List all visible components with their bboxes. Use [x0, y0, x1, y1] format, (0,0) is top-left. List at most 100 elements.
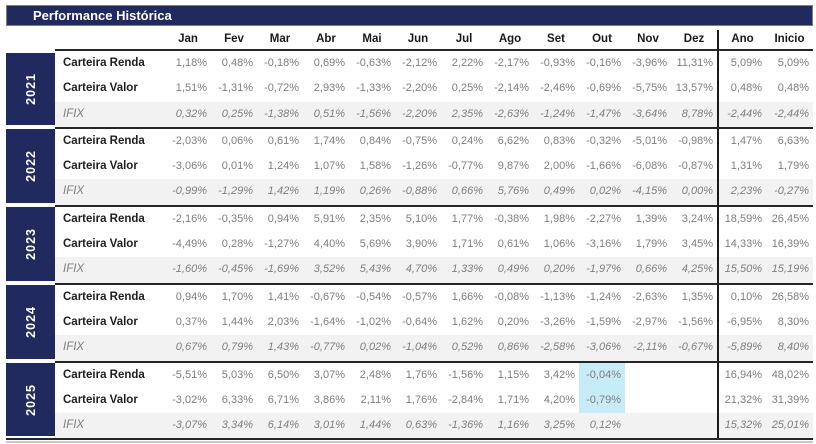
table-row: Carteira Valor -3,06% 0,01% 1,24% 1,07% 1,58%… [55, 154, 813, 180]
value-cell: 1,44% [221, 315, 253, 328]
value-cell: -3,07% [172, 419, 207, 432]
value-cell: 0,83% [543, 134, 575, 147]
column-header-row: Jan Fev Mar Abr Mai Jun Jul Ago Set Out Nov Dez Ano I… [6, 30, 813, 51]
column-header-nov: Nov [637, 33, 659, 45]
value-cell: 1,70% [221, 290, 253, 303]
value-cell: 1,06% [543, 238, 575, 251]
value-cell: 9,87% [497, 160, 529, 173]
value-cell: -0,77% [448, 160, 483, 173]
year-label-cell: 2022 [6, 128, 55, 203]
value-cell: 3,07% [313, 368, 345, 381]
value-cell: -1,97% [586, 263, 621, 276]
year-section-2025: 2025 Carteira Renda -5,51% 5,03% 6,50% 3,07% 2… [6, 360, 813, 439]
value-cell: 0,00% [681, 185, 713, 198]
column-header-inicio: Inicio [774, 33, 805, 45]
value-cell: 3,86% [313, 393, 345, 406]
year-annual-divider [717, 154, 719, 180]
value-cell: 3,52% [313, 263, 345, 276]
year-section-2024: 2024 Carteira Renda 0,94% 1,70% 1,41% -0,67% -… [6, 282, 813, 361]
value-cell: 0,61% [497, 238, 529, 251]
value-cell: -2,03% [172, 134, 207, 147]
value-cell: 3,25% [543, 419, 575, 432]
value-cell: -0,77% [310, 341, 345, 354]
value-cell: -1,36% [448, 419, 483, 432]
year-label: 2022 [23, 149, 38, 182]
value-cell: -1,56% [448, 368, 483, 381]
value-cell: -1,26% [402, 160, 437, 173]
row-label: Carteira Valor [63, 315, 138, 328]
value-cell: 5,69% [359, 238, 391, 251]
table-row: IFIX 0,32% 0,25% -1,38% 0,51% -1,56% -2,20% 2,3… [55, 101, 813, 127]
value-cell: 3,90% [405, 238, 437, 251]
year-annual-divider [717, 284, 719, 310]
performance-table: 2021 Carteira Renda 1,18% 0,48% -0,18% 0,69% -… [6, 51, 813, 441]
value-cell: -1,31% [218, 82, 253, 95]
value-cell: -0,72% [264, 82, 299, 95]
row-label: Carteira Renda [63, 290, 145, 303]
value-cell: 18,59% [724, 212, 762, 225]
value-cell: 5,91% [313, 212, 345, 225]
value-cell: 1,74% [313, 134, 345, 147]
value-cell: -0,18% [264, 57, 299, 69]
value-cell: 8,30% [777, 315, 809, 328]
value-cell: -2,44% [774, 107, 809, 120]
year-annual-divider [717, 309, 719, 336]
value-cell: -1,47% [586, 107, 621, 120]
row-label: IFIX [63, 107, 85, 120]
value-cell: -2,11% [632, 341, 667, 354]
value-cell: -0,88% [402, 185, 437, 198]
year-label: 2021 [23, 73, 38, 105]
table-row: Carteira Renda 1,18% 0,48% -0,18% 0,69% -0,63… [55, 51, 813, 77]
value-cell: 0,12% [589, 419, 621, 432]
value-cell: -1,02% [356, 315, 391, 328]
value-cell: 0,48% [221, 57, 253, 69]
value-cell: 1,77% [451, 212, 483, 225]
table-row: Carteira Valor -4,49% 0,28% -1,27% 4,40% 5,69… [55, 232, 813, 258]
value-cell [671, 363, 717, 388]
value-cell: -1,56% [678, 315, 713, 328]
value-cell: -0,87% [678, 160, 713, 173]
value-cell: -2,12% [402, 57, 437, 69]
value-cell: 0,94% [175, 290, 207, 303]
row-label: IFIX [63, 263, 85, 276]
year-label-cell: 2025 [6, 362, 55, 437]
value-cell: 1,79% [635, 238, 667, 251]
value-cell: -1,33% [356, 82, 391, 95]
value-cell: 1,98% [543, 212, 575, 225]
year-annual-divider [717, 128, 719, 155]
value-cell: 0,24% [451, 134, 483, 147]
value-cell: -2,27% [586, 212, 621, 225]
column-header-abr: Abr [316, 33, 336, 45]
value-cell: 1,47% [730, 134, 762, 147]
value-cell: -1,29% [218, 185, 253, 198]
value-cell: -4,49% [172, 238, 207, 251]
value-cell: 0,79% [221, 341, 253, 354]
year-annual-divider [717, 76, 719, 102]
value-cell: 26,58% [771, 290, 809, 303]
value-cell: 3,24% [681, 212, 713, 225]
value-cell: -1,64% [310, 315, 345, 328]
value-cell: 1,16% [497, 419, 529, 432]
value-cell: -2,20% [402, 82, 437, 95]
value-cell: 3,34% [221, 419, 253, 432]
year-section-2022: 2022 Carteira Renda -2,03% 0,06% 0,61% 1,74% 0… [6, 126, 813, 205]
value-cell: -1,56% [356, 107, 391, 120]
value-cell: 0,69% [313, 57, 345, 69]
row-label: IFIX [63, 185, 85, 198]
value-cell: -0,38% [494, 212, 529, 225]
value-cell [625, 363, 671, 388]
year-annual-divider [717, 179, 719, 205]
value-cell: -6,95% [727, 315, 762, 328]
value-cell: 0,48% [730, 82, 762, 95]
value-cell: 2,48% [359, 368, 391, 381]
year-annual-divider [717, 362, 719, 388]
value-cell: -4,15% [632, 185, 667, 198]
value-cell: 0,48% [777, 82, 809, 95]
value-cell: 1,62% [451, 315, 483, 328]
value-cell: 0,37% [175, 315, 207, 328]
value-cell: 4,70% [405, 263, 437, 276]
value-cell: -1,38% [264, 107, 299, 120]
column-header-fev: Fev [224, 33, 244, 45]
value-cell: 31,39% [771, 393, 809, 406]
value-cell: -2,63% [494, 107, 529, 120]
